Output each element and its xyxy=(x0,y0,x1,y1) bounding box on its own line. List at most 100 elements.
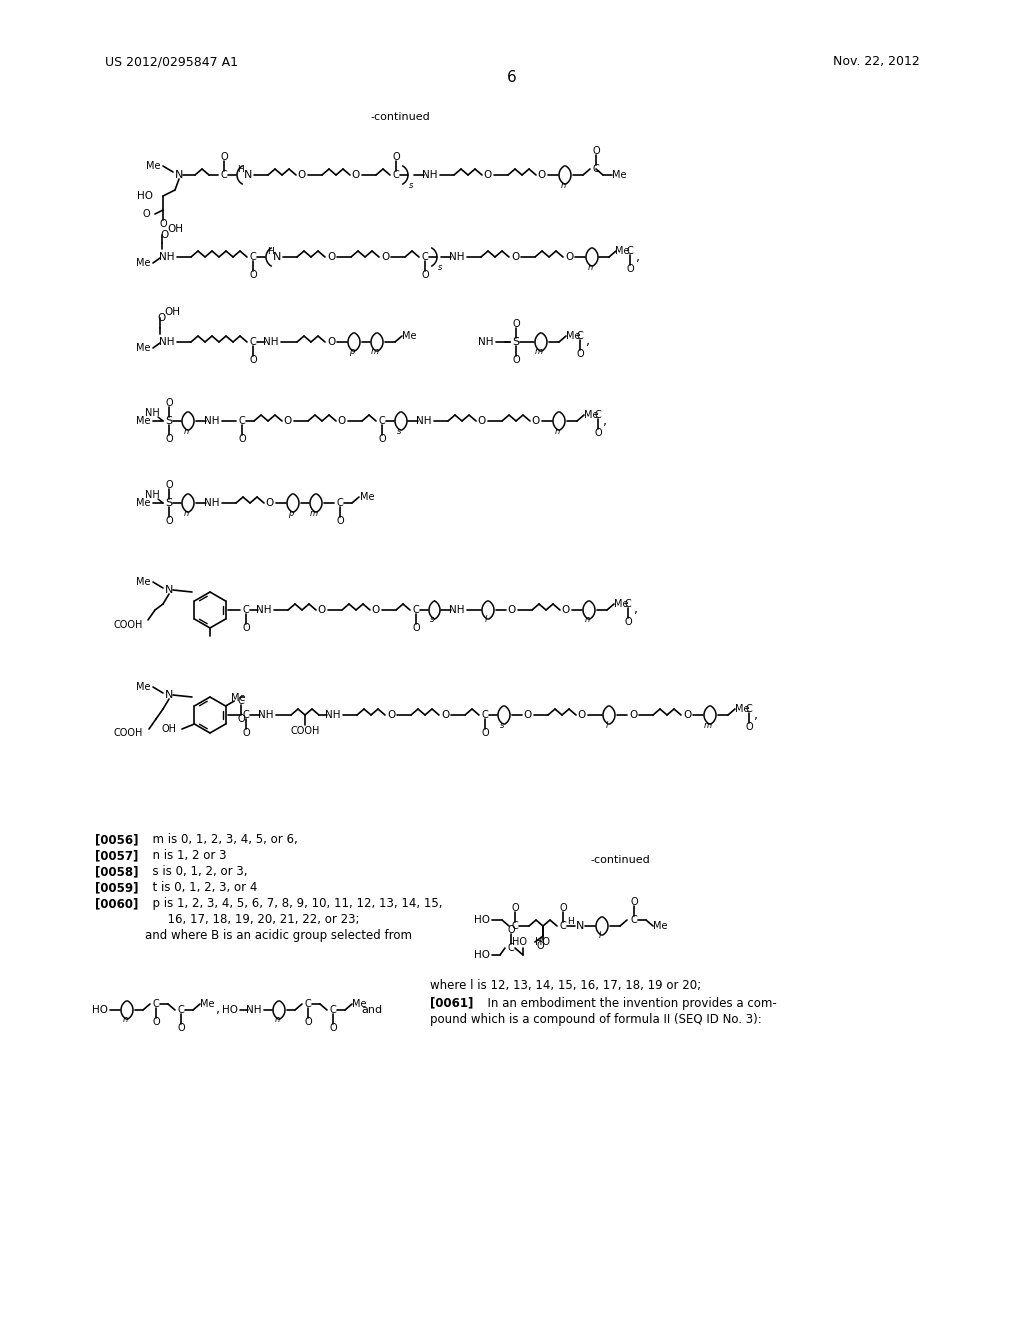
Text: O: O xyxy=(537,941,544,950)
Text: Me: Me xyxy=(136,498,151,508)
Text: O: O xyxy=(165,516,173,525)
Text: NH: NH xyxy=(246,1005,262,1015)
Text: l: l xyxy=(484,615,487,624)
Text: OH: OH xyxy=(161,723,176,734)
Text: Me: Me xyxy=(200,999,214,1008)
Text: C: C xyxy=(627,246,634,256)
Text: t is 0, 1, 2, 3, or 4: t is 0, 1, 2, 3, or 4 xyxy=(145,882,257,895)
Text: OH: OH xyxy=(167,224,183,234)
Text: COOH: COOH xyxy=(114,620,143,630)
Text: n: n xyxy=(183,508,188,517)
Text: O: O xyxy=(630,898,638,907)
Text: O: O xyxy=(381,252,389,261)
Text: NH: NH xyxy=(256,605,271,615)
Text: O: O xyxy=(627,264,634,275)
Text: Me: Me xyxy=(611,170,627,180)
Text: NH: NH xyxy=(450,605,465,615)
Text: m: m xyxy=(703,721,712,730)
Text: C: C xyxy=(392,170,399,180)
Text: and: and xyxy=(361,1005,383,1015)
Text: HO: HO xyxy=(512,937,527,946)
Text: N: N xyxy=(165,585,173,595)
Text: O: O xyxy=(238,714,245,723)
Text: NH: NH xyxy=(416,416,432,426)
Text: O: O xyxy=(508,605,516,615)
Text: C: C xyxy=(243,710,250,719)
Text: n: n xyxy=(585,615,590,624)
Text: H: H xyxy=(266,248,273,256)
Text: HO: HO xyxy=(474,950,490,960)
Text: O: O xyxy=(592,147,600,156)
Text: Me: Me xyxy=(145,161,160,172)
Text: O: O xyxy=(304,1016,312,1027)
Text: O: O xyxy=(220,152,227,162)
Text: O: O xyxy=(239,434,246,444)
Text: m: m xyxy=(535,347,543,356)
Text: -continued: -continued xyxy=(370,112,430,121)
Text: -continued: -continued xyxy=(590,855,650,865)
Text: s is 0, 1, 2, or 3,: s is 0, 1, 2, or 3, xyxy=(145,866,248,879)
Text: S: S xyxy=(166,416,173,426)
Text: O: O xyxy=(562,605,570,615)
Text: Me: Me xyxy=(401,331,416,341)
Text: HO: HO xyxy=(474,915,490,925)
Text: n: n xyxy=(560,181,565,190)
Text: Me: Me xyxy=(565,331,581,341)
Text: O: O xyxy=(524,710,532,719)
Text: N: N xyxy=(244,170,252,180)
Text: N: N xyxy=(575,921,584,931)
Text: O: O xyxy=(327,337,335,347)
Text: O: O xyxy=(266,498,274,508)
Text: Me: Me xyxy=(652,921,668,931)
Text: l: l xyxy=(599,932,601,940)
Text: O: O xyxy=(538,170,546,180)
Text: p: p xyxy=(349,347,354,356)
Text: n is 1, 2 or 3: n is 1, 2 or 3 xyxy=(145,850,226,862)
Text: O: O xyxy=(153,1016,160,1027)
Text: H: H xyxy=(567,916,574,925)
Text: S: S xyxy=(166,498,173,508)
Text: O: O xyxy=(165,480,173,490)
Text: C: C xyxy=(153,999,160,1008)
Text: 6: 6 xyxy=(507,70,517,86)
Text: O: O xyxy=(243,729,250,738)
Text: NH: NH xyxy=(422,170,437,180)
Text: Me: Me xyxy=(584,411,598,420)
Text: N: N xyxy=(165,690,173,700)
Text: COOH: COOH xyxy=(291,726,319,737)
Text: O: O xyxy=(625,616,632,627)
Text: HO: HO xyxy=(137,191,153,201)
Text: ,: , xyxy=(586,335,590,348)
Text: NH: NH xyxy=(258,710,273,719)
Text: Me: Me xyxy=(136,343,151,352)
Text: O: O xyxy=(421,271,429,280)
Text: O: O xyxy=(284,416,292,426)
Text: Nov. 22, 2012: Nov. 22, 2012 xyxy=(834,55,920,69)
Text: C: C xyxy=(250,337,256,347)
Text: O: O xyxy=(329,1023,337,1034)
Text: C: C xyxy=(560,921,566,931)
Text: 16, 17, 18, 19, 20, 21, 22, or 23;: 16, 17, 18, 19, 20, 21, 22, or 23; xyxy=(145,913,359,927)
Text: [0060]: [0060] xyxy=(95,898,138,911)
Text: Me: Me xyxy=(359,492,374,502)
Text: O: O xyxy=(484,170,493,180)
Text: O: O xyxy=(177,1023,184,1034)
Text: S: S xyxy=(512,337,519,347)
Text: O: O xyxy=(512,355,520,366)
Text: COOH: COOH xyxy=(114,729,143,738)
Text: O: O xyxy=(142,209,150,219)
Text: C: C xyxy=(631,915,637,925)
Text: s: s xyxy=(397,426,401,436)
Text: In an embodiment the invention provides a com-: In an embodiment the invention provides … xyxy=(480,997,777,1010)
Text: NH: NH xyxy=(263,337,279,347)
Text: O: O xyxy=(327,252,335,261)
Text: p is 1, 2, 3, 4, 5, 6, 7, 8, 9, 10, 11, 12, 13, 14, 15,: p is 1, 2, 3, 4, 5, 6, 7, 8, 9, 10, 11, … xyxy=(145,898,442,911)
Text: O: O xyxy=(338,416,346,426)
Text: O: O xyxy=(165,434,173,444)
Text: O: O xyxy=(157,313,165,323)
Text: s: s xyxy=(409,181,414,190)
Text: O: O xyxy=(336,516,344,525)
Text: [0057]: [0057] xyxy=(95,850,138,862)
Text: O: O xyxy=(317,605,326,615)
Text: N: N xyxy=(272,252,282,261)
